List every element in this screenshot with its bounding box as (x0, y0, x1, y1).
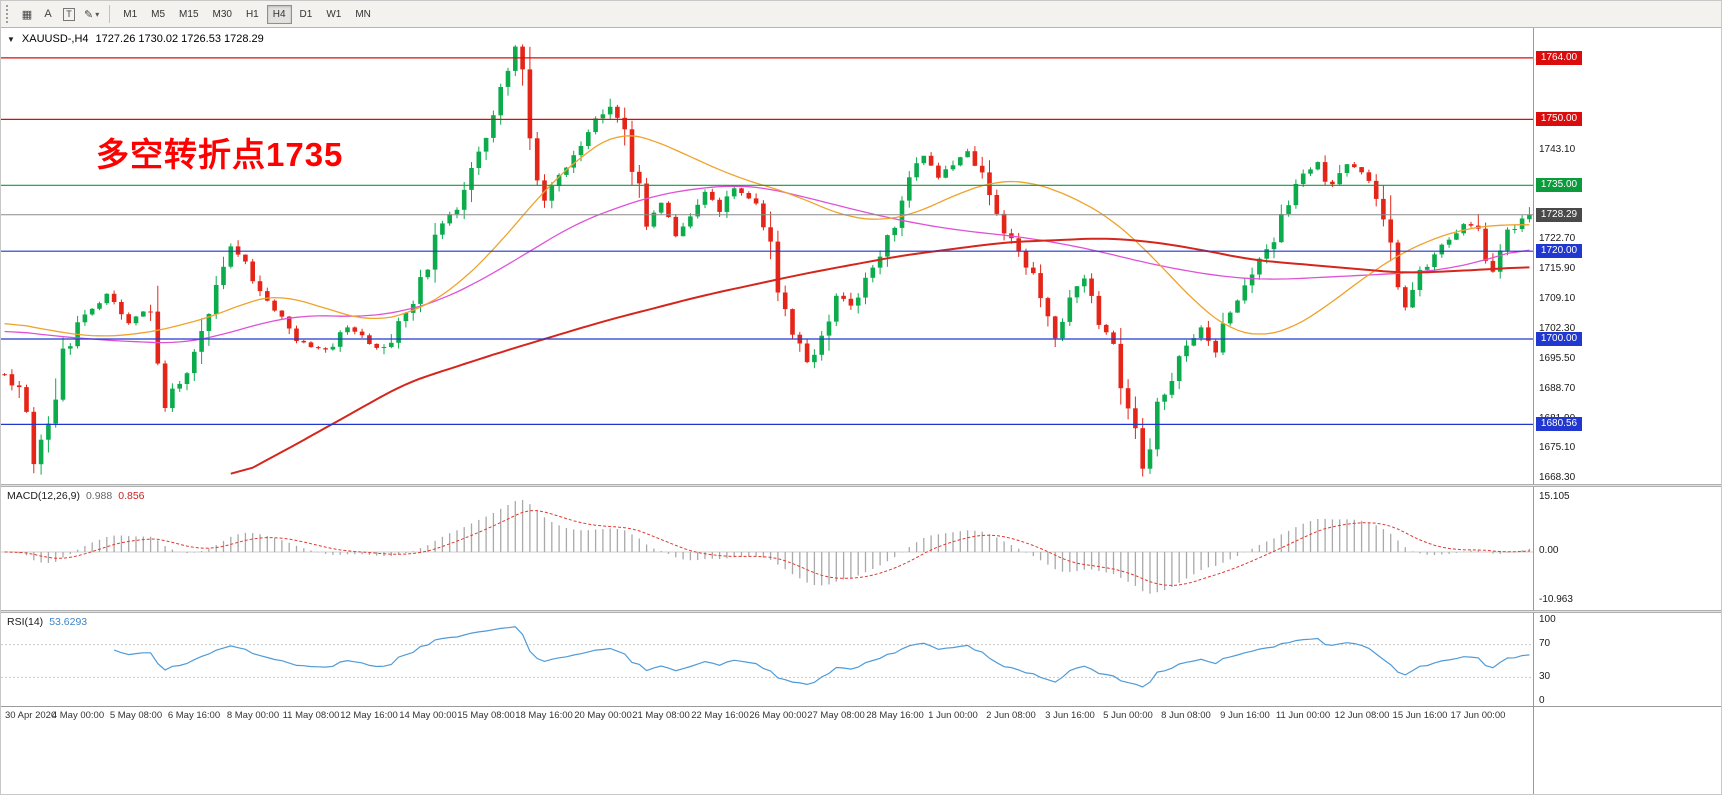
price-axis-label: 1675.10 (1539, 442, 1576, 453)
time-axis-label: 26 May 00:00 (749, 710, 807, 721)
macd-name: MACD(12,26,9) (7, 490, 80, 502)
collapse-icon[interactable]: ▼ (7, 34, 15, 44)
toolbar-separator (109, 5, 111, 23)
price-level-badge: 1728.29 (1536, 208, 1582, 222)
text-label-icon: A (44, 8, 52, 20)
rsi-name: RSI(14) (7, 616, 44, 628)
price-level-badge: 1764.00 (1536, 51, 1582, 65)
time-axis-label: 1 Jun 00:00 (928, 710, 978, 721)
price-level-badge: 1735.00 (1536, 178, 1582, 192)
macd-plot[interactable] (1, 487, 1533, 610)
rsi-plot[interactable] (1, 613, 1533, 706)
axis-corner (1533, 706, 1721, 794)
time-axis-label: 4 May 00:00 (51, 710, 105, 721)
price-axis-label: 1715.90 (1539, 263, 1576, 274)
rsi-pane[interactable]: RSI(14) 53.6293 (1, 613, 1533, 706)
charts-button[interactable]: ▦ (17, 4, 37, 24)
macd-pane[interactable]: MACD(12,26,9) 0.988 0.856 (1, 487, 1533, 610)
price-level-badge: 1750.00 (1536, 112, 1582, 126)
timeframe-button-m30[interactable]: M30 (207, 5, 238, 24)
time-axis-label: 30 Apr 2020 (5, 710, 57, 721)
price-level-badge: 1720.00 (1536, 244, 1582, 258)
ohlc-values: 1727.26 1730.02 1726.53 1728.29 (95, 33, 264, 45)
draw-icon: ✎ (84, 8, 94, 21)
text-label-tool-button[interactable]: A (38, 4, 58, 24)
time-axis-label: 27 May 08:00 (807, 710, 865, 721)
time-axis-label: 11 May 08:00 (282, 710, 340, 721)
macd-signal-value: 0.856 (118, 490, 145, 502)
price-axis-label: 1709.10 (1539, 293, 1576, 304)
symbol-timeframe-label: XAUUSD-,H4 (21, 33, 89, 45)
price-axis-label: 1722.70 (1539, 233, 1576, 244)
timeframe-button-w1[interactable]: W1 (320, 5, 347, 24)
time-axis-label: 5 Jun 00:00 (1103, 710, 1153, 721)
chart-symbol-header: ▼ XAUUSD-,H4 1727.26 1730.02 1726.53 172… (7, 33, 264, 45)
timeframe-button-h4[interactable]: H4 (266, 4, 292, 24)
time-axis-label: 11 Jun 00:00 (1275, 710, 1331, 721)
charts-icon: ▦ (21, 8, 33, 21)
time-axis-label: 8 May 00:00 (226, 710, 280, 721)
time-axis-label: 12 May 16:00 (340, 710, 398, 721)
text-tool-icon: T (63, 7, 75, 21)
time-axis-label: 2 Jun 08:00 (986, 710, 1036, 721)
macd-label: MACD(12,26,9) 0.988 0.856 (7, 490, 145, 502)
timeframe-button-d1[interactable]: D1 (294, 5, 319, 24)
price-axis-label: 1695.50 (1539, 353, 1576, 364)
text-tool-button[interactable]: T (59, 4, 79, 24)
rsi-axis-label: 30 (1539, 671, 1551, 682)
price-axis-label: 1688.70 (1539, 383, 1576, 394)
timeframe-button-m1[interactable]: M1 (117, 5, 143, 24)
price-axis-label: 1743.10 (1539, 144, 1576, 155)
pane-separator[interactable] (1, 484, 1721, 487)
chart-area: ▼ XAUUSD-,H4 1727.26 1730.02 1726.53 172… (1, 28, 1721, 794)
time-axis-label: 3 Jun 16:00 (1045, 710, 1095, 721)
macd-axis-label: 15.105 (1539, 491, 1570, 502)
price-axis-label: 1668.30 (1539, 472, 1576, 483)
time-axis-label: 15 May 08:00 (457, 710, 515, 721)
macd-main-value: 0.988 (85, 490, 113, 502)
time-axis-label: 28 May 16:00 (866, 710, 924, 721)
time-axis-label: 20 May 00:00 (574, 710, 632, 721)
time-axis-label: 12 Jun 08:00 (1334, 710, 1390, 721)
rsi-axis-label: 70 (1539, 638, 1551, 649)
time-axis-label: 21 May 08:00 (632, 710, 690, 721)
time-axis-label: 6 May 16:00 (167, 710, 221, 721)
time-axis-label: 8 Jun 08:00 (1161, 710, 1211, 721)
rsi-value: 53.6293 (49, 616, 88, 628)
timeframe-button-mn[interactable]: MN (349, 5, 377, 24)
timeframe-button-m5[interactable]: M5 (145, 5, 171, 24)
chart-annotation: 多空转折点1735 (96, 136, 344, 173)
toolbar-drag-handle[interactable] (6, 5, 11, 23)
time-axis-label: 9 Jun 16:00 (1220, 710, 1270, 721)
top-toolbar: ▦ A T ✎ ▾ M1 M5 M15 M30 H1 H4 D1 W1 MN (1, 1, 1721, 28)
rsi-axis: 100 70 30 0 (1533, 613, 1721, 706)
time-axis-label: 14 May 00:00 (399, 710, 457, 721)
rsi-axis-label: 0 (1539, 695, 1545, 706)
time-axis-label: 15 Jun 16:00 (1392, 710, 1448, 721)
timeframe-button-m15[interactable]: M15 (173, 5, 204, 24)
price-level-badge: 1680.56 (1536, 417, 1582, 431)
candlestick-plot[interactable] (1, 28, 1533, 484)
timeframe-toolbar: M1 M5 M15 M30 H1 H4 D1 W1 MN (116, 4, 378, 24)
rsi-label: RSI(14) 53.6293 (7, 616, 87, 628)
price-axis-label: 1702.30 (1539, 323, 1576, 334)
price-level-badge: 1700.00 (1536, 332, 1582, 346)
timeframe-button-h1[interactable]: H1 (240, 5, 265, 24)
macd-axis-label: 0.00 (1539, 545, 1559, 556)
macd-axis: 15.105 0.00 -10.963 (1533, 487, 1721, 610)
rsi-axis-label: 100 (1539, 614, 1556, 625)
time-axis-label: 17 Jun 00:00 (1450, 710, 1506, 721)
drawing-tools-button[interactable]: ✎ ▾ (80, 4, 103, 24)
time-axis-label: 5 May 08:00 (109, 710, 163, 721)
time-axis-label: 18 May 16:00 (515, 710, 573, 721)
time-axis-label: 22 May 16:00 (691, 710, 749, 721)
time-axis[interactable]: 30 Apr 2020 4 May 00:00 5 May 08:00 6 May 1… (1, 706, 1533, 794)
macd-axis-label: -10.963 (1539, 594, 1573, 605)
main-chart-pane[interactable]: ▼ XAUUSD-,H4 1727.26 1730.02 1726.53 172… (1, 28, 1533, 484)
chevron-down-icon: ▾ (95, 9, 100, 19)
price-axis[interactable]: 1743.10 1722.70 1715.90 1709.10 1702.30 1695.… (1533, 28, 1721, 484)
pane-separator[interactable] (1, 610, 1721, 613)
